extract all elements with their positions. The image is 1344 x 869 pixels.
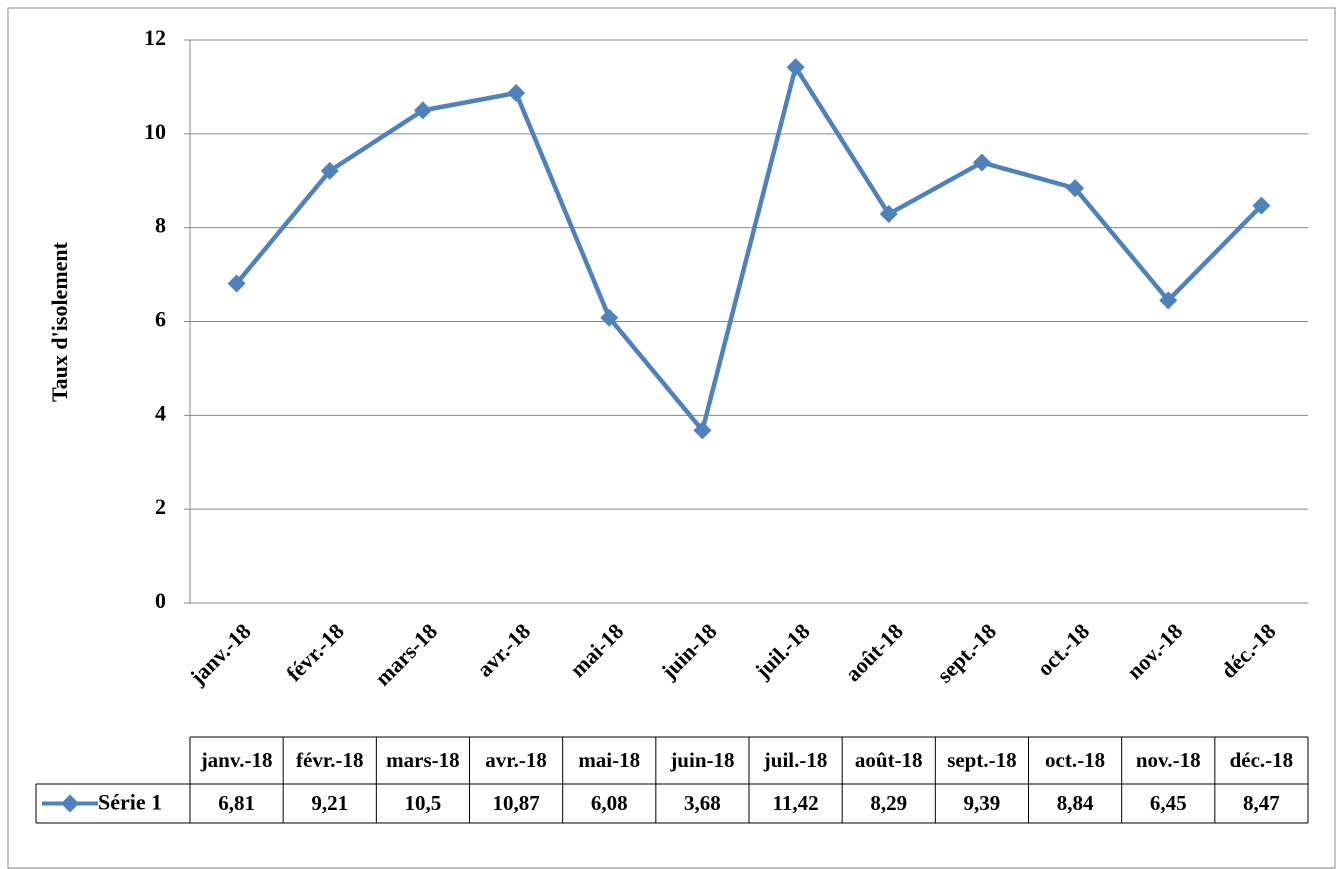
y-tick-label: 6: [155, 307, 166, 332]
x-tick-label: sept.-18: [932, 618, 1001, 687]
x-tick-label: févr.-18: [281, 618, 349, 686]
x-tick-label: nov.-18: [1122, 618, 1188, 684]
series-line: [234, 64, 1264, 433]
data-point: [879, 205, 898, 224]
data-point: [972, 153, 991, 172]
legend-marker: [61, 794, 79, 813]
table-header: mai-18: [578, 748, 641, 772]
x-tick-label: juin-18: [656, 618, 722, 684]
table-value: 10,87: [492, 791, 540, 815]
x-tick-label: juil.-18: [749, 618, 814, 683]
data-point: [786, 58, 805, 77]
table-header: nov.-18: [1135, 748, 1201, 772]
data-point: [1159, 291, 1178, 310]
data-point: [227, 274, 246, 293]
table-header: déc.-18: [1229, 748, 1294, 772]
x-tick-label: août-18: [840, 618, 908, 686]
y-axis-label: Taux d'isolement: [47, 241, 72, 402]
table-value: 8,84: [1056, 791, 1094, 815]
table-value: 10,5: [404, 791, 442, 815]
table-header: janv.-18: [200, 748, 273, 772]
data-point: [413, 101, 432, 120]
table-value: 8,29: [870, 791, 908, 815]
x-tick-label: mars-18: [370, 618, 442, 690]
data-point: [600, 308, 619, 327]
table-header: juin-18: [670, 748, 735, 772]
table-value: 8,47: [1243, 791, 1280, 815]
table-header: avr.-18: [485, 748, 547, 772]
table-header: août-18: [854, 748, 923, 772]
chart-border: [7, 7, 1336, 869]
table-header: oct.-18: [1045, 748, 1106, 772]
y-tick-label: 2: [155, 494, 166, 519]
y-tick-label: 12: [144, 25, 166, 50]
table-value: 9,21: [311, 791, 349, 815]
y-tick-label: 10: [144, 119, 166, 144]
data-point: [507, 84, 526, 103]
legend-label: Série 1: [98, 790, 162, 815]
table-value: 3,68: [684, 791, 721, 815]
data-point: [1252, 196, 1271, 215]
table-value: 9,39: [963, 791, 1001, 815]
table-header: juil.-18: [763, 748, 828, 772]
y-tick-label: 4: [155, 400, 166, 425]
x-tick-label: déc.-18: [1216, 618, 1281, 683]
table-value: 6,81: [218, 791, 255, 815]
y-tick-label: 0: [155, 588, 166, 613]
table-value: 6,45: [1149, 791, 1187, 815]
data-point: [693, 421, 712, 440]
table-value: 6,08: [590, 791, 628, 815]
x-tick-label: avr.-18: [472, 618, 535, 681]
data-point: [320, 161, 339, 180]
table-value: 11,42: [772, 791, 819, 815]
table-header: sept.-18: [947, 748, 1017, 772]
table-header: févr.-18: [296, 748, 364, 772]
x-tick-label: janv.-18: [184, 618, 256, 690]
table-header: mars-18: [386, 748, 460, 772]
y-tick-label: 8: [155, 213, 166, 238]
data-point: [1066, 179, 1085, 198]
x-tick-label: oct.-18: [1032, 618, 1094, 680]
x-tick-label: mai-18: [565, 618, 628, 681]
